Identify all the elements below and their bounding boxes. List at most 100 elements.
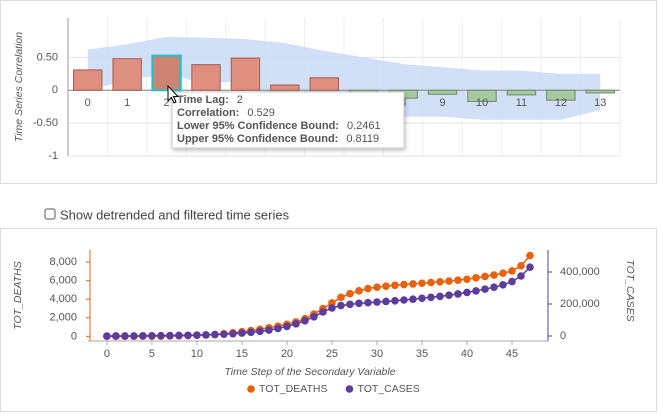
- legend-label: TOT_CASES: [357, 383, 419, 395]
- checkbox[interactable]: [44, 208, 56, 220]
- point: [292, 320, 300, 328]
- point: [184, 331, 192, 340]
- point: [148, 331, 156, 340]
- y-tick-label: 2,000: [49, 312, 77, 324]
- point: [463, 288, 471, 297]
- y-tick-label: 0: [52, 84, 58, 96]
- point: [301, 317, 309, 325]
- point: [391, 297, 399, 305]
- x-axis-title: Time Step of the Secondary Variable: [224, 366, 395, 378]
- point: [472, 274, 480, 282]
- point: [382, 297, 390, 306]
- point: [319, 308, 327, 316]
- point: [445, 291, 453, 300]
- point: [310, 313, 318, 321]
- x-tick-label: 25: [326, 348, 338, 360]
- point: [400, 280, 408, 289]
- point: [157, 331, 165, 340]
- point: [481, 285, 489, 293]
- bar: [151, 54, 182, 92]
- point: [337, 301, 345, 310]
- legend-marker: [247, 385, 255, 393]
- y-tick-label: 0.50: [37, 51, 58, 63]
- point: [382, 282, 390, 291]
- point: [238, 329, 246, 337]
- point: [490, 283, 498, 292]
- point: [346, 289, 354, 298]
- y2-tick-label: 0: [560, 330, 566, 342]
- point: [409, 280, 417, 288]
- x-tick-label: 5: [149, 348, 155, 360]
- x-tick-label: 1: [124, 97, 130, 109]
- legend-label: TOT_DEATHS: [259, 383, 327, 395]
- y-tick-label: 0: [71, 330, 77, 342]
- x-tick-label: 20: [281, 348, 293, 360]
- y-tick-label: 6,000: [49, 275, 77, 287]
- y-tick-label: 8,000: [49, 256, 77, 268]
- point: [499, 281, 507, 289]
- point: [274, 324, 282, 333]
- x-tick-label: 0: [85, 97, 91, 109]
- point: [427, 278, 435, 287]
- bar: [73, 69, 103, 91]
- x-tick-label: 2: [164, 97, 170, 109]
- point: [463, 275, 471, 284]
- point: [130, 332, 138, 340]
- y-axis-title: Time Series Correlation: [13, 32, 25, 142]
- point: [526, 251, 534, 260]
- checkbox-label[interactable]: Show detrended and filtered time series: [60, 207, 290, 222]
- x-tick-label: 30: [371, 348, 383, 360]
- x-tick-label: 40: [461, 348, 473, 360]
- x-tick-label: 35: [416, 348, 428, 360]
- y-tick-label: -1: [48, 150, 58, 162]
- point: [436, 292, 444, 301]
- x-tick-label: 12: [555, 97, 567, 109]
- point: [526, 263, 534, 272]
- point: [454, 290, 462, 298]
- bar: [191, 64, 221, 91]
- point: [481, 272, 489, 281]
- point: [454, 276, 462, 284]
- point: [364, 298, 372, 307]
- x-tick-label: 10: [476, 97, 488, 109]
- point: [175, 331, 183, 340]
- point: [517, 261, 525, 270]
- bar: [309, 77, 339, 91]
- point: [472, 287, 480, 295]
- x-tick-label: 9: [440, 97, 446, 109]
- point: [400, 296, 408, 304]
- x-tick-label: 45: [506, 348, 518, 360]
- bar: [467, 89, 497, 102]
- tooltip-label: Correlation:: [177, 107, 239, 119]
- point: [256, 327, 264, 336]
- x-tick-label: 0: [104, 348, 110, 360]
- tooltip-value: 0.8119: [346, 133, 379, 145]
- x-tick-label: 15: [236, 348, 248, 360]
- point: [499, 269, 507, 278]
- bar: [546, 89, 576, 101]
- bar: [112, 58, 142, 91]
- y-tick-label: 4,000: [49, 293, 77, 305]
- point: [328, 304, 336, 312]
- timeseries-panel: [0, 228, 657, 412]
- point: [193, 331, 201, 339]
- point: [229, 329, 237, 338]
- tooltip-value: 0.529: [247, 107, 275, 119]
- y2-tick-label: 400,000: [560, 266, 600, 278]
- y-axis-title: TOT_DEATHS: [12, 261, 24, 329]
- point: [391, 281, 399, 290]
- legend-marker: [345, 385, 354, 393]
- timeseries-chart: 0 5 10 15 20 25 30 35 40 45 0 2,000 4,000 6,000 8,000 0…: [12, 250, 636, 395]
- y2-tick-label: 200,000: [560, 298, 600, 310]
- point: [202, 331, 210, 339]
- point: [418, 279, 426, 288]
- point: [247, 328, 255, 337]
- y2-axis-title: TOT_CASES: [624, 259, 636, 321]
- tooltip-label: Time Lag:: [177, 94, 229, 106]
- point: [166, 331, 174, 340]
- tooltip-label: Lower 95% Confidence Bound:: [177, 120, 339, 132]
- point: [373, 298, 381, 306]
- cursor: [167, 84, 180, 104]
